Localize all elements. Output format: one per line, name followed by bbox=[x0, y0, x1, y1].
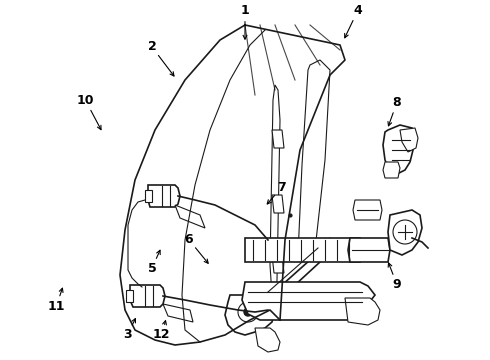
Text: 10: 10 bbox=[77, 94, 95, 107]
Polygon shape bbox=[298, 60, 330, 260]
Polygon shape bbox=[272, 195, 284, 213]
Polygon shape bbox=[353, 200, 382, 220]
Polygon shape bbox=[270, 85, 280, 300]
Polygon shape bbox=[145, 190, 152, 202]
Text: 3: 3 bbox=[123, 328, 132, 341]
Text: 5: 5 bbox=[147, 262, 156, 275]
Text: 6: 6 bbox=[184, 233, 193, 246]
Polygon shape bbox=[255, 238, 332, 316]
Circle shape bbox=[244, 308, 252, 316]
Polygon shape bbox=[388, 210, 422, 255]
Polygon shape bbox=[348, 238, 390, 262]
Polygon shape bbox=[383, 125, 415, 175]
Text: 12: 12 bbox=[153, 328, 171, 341]
Polygon shape bbox=[130, 285, 165, 307]
Text: 1: 1 bbox=[241, 4, 249, 17]
Polygon shape bbox=[163, 304, 193, 322]
Polygon shape bbox=[272, 130, 284, 148]
Text: 2: 2 bbox=[147, 40, 156, 53]
Polygon shape bbox=[225, 295, 275, 335]
Text: 4: 4 bbox=[353, 4, 362, 17]
Polygon shape bbox=[345, 298, 380, 325]
Polygon shape bbox=[245, 238, 360, 262]
Polygon shape bbox=[400, 128, 418, 152]
Polygon shape bbox=[272, 255, 284, 273]
Polygon shape bbox=[383, 162, 400, 178]
Text: 7: 7 bbox=[277, 181, 286, 194]
Polygon shape bbox=[126, 290, 133, 302]
Polygon shape bbox=[242, 282, 375, 320]
Text: 11: 11 bbox=[48, 300, 65, 312]
Polygon shape bbox=[148, 185, 180, 207]
Polygon shape bbox=[175, 205, 205, 228]
Text: 8: 8 bbox=[392, 96, 401, 109]
Text: 9: 9 bbox=[392, 278, 401, 291]
Polygon shape bbox=[255, 328, 280, 352]
